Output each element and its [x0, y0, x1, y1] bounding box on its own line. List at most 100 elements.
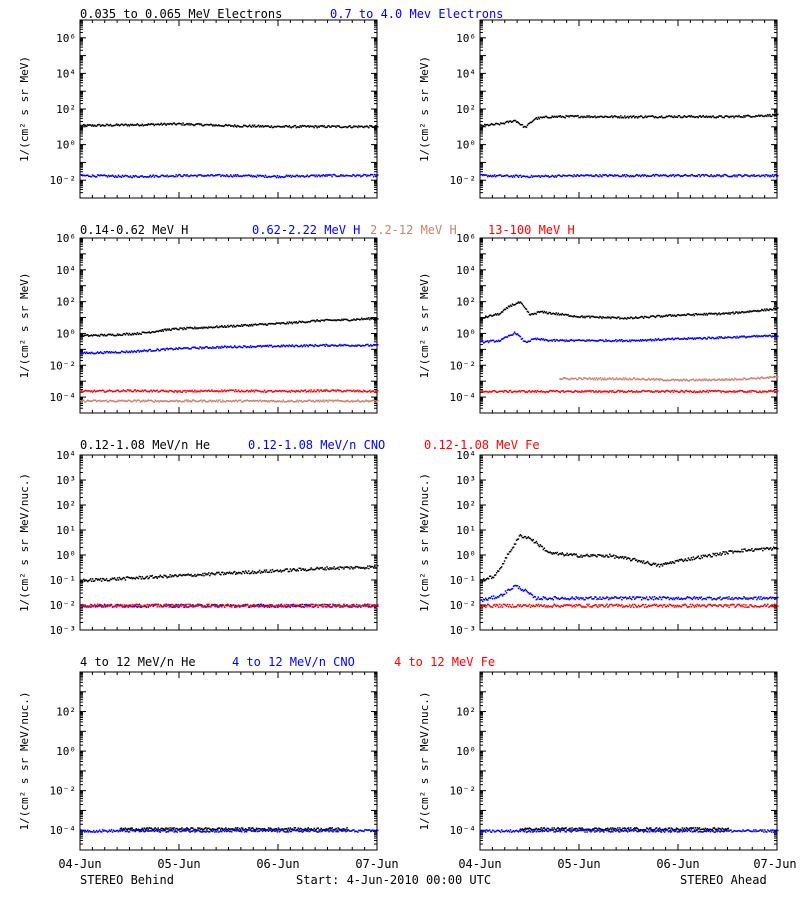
data-point	[725, 337, 727, 339]
data-point	[80, 334, 82, 337]
data-point	[338, 319, 340, 321]
data-point	[606, 175, 608, 177]
data-point	[762, 115, 764, 118]
data-point	[134, 350, 137, 353]
data-point	[261, 323, 264, 325]
data-point	[173, 175, 175, 178]
data-point	[320, 319, 322, 321]
data-point	[207, 573, 209, 576]
data-point	[525, 391, 528, 393]
data-point	[611, 316, 613, 318]
data-point	[108, 389, 111, 391]
data-point	[487, 123, 489, 126]
data-point	[229, 325, 231, 328]
data-point	[298, 345, 300, 348]
data-point	[631, 378, 634, 381]
data-point	[774, 376, 776, 379]
data-point	[83, 578, 85, 581]
data-point	[101, 400, 104, 402]
data-point	[773, 376, 775, 378]
data-point	[232, 389, 234, 391]
data-point	[685, 116, 688, 118]
data-point	[558, 391, 560, 393]
data-point	[244, 323, 247, 326]
data-point	[233, 389, 235, 391]
data-point	[581, 339, 583, 342]
data-point	[758, 114, 760, 116]
data-point	[272, 175, 275, 177]
data-point	[563, 377, 565, 379]
data-point	[729, 379, 731, 381]
data-point	[373, 175, 375, 178]
data-point	[603, 340, 605, 343]
data-point	[712, 312, 714, 315]
data-point	[777, 307, 779, 309]
data-point	[775, 375, 777, 378]
data-point	[720, 313, 722, 315]
data-point	[594, 391, 596, 393]
data-point	[737, 312, 739, 315]
data-point	[680, 116, 683, 119]
data-point	[260, 175, 263, 177]
data-point	[610, 378, 613, 380]
data-point	[264, 125, 267, 127]
data-point	[618, 340, 620, 342]
data-point	[163, 175, 165, 178]
data-point	[212, 174, 214, 177]
data-point	[157, 123, 159, 125]
data-point	[699, 115, 701, 117]
data-point	[601, 317, 603, 320]
data-point	[642, 389, 645, 392]
data-point	[232, 400, 234, 402]
data-point	[539, 339, 542, 341]
data-point	[763, 309, 765, 312]
data-point	[193, 124, 195, 127]
data-point	[293, 125, 296, 127]
data-point	[216, 174, 218, 177]
data-point	[753, 377, 755, 380]
data-point	[542, 116, 545, 118]
data-point	[292, 126, 295, 128]
data-point	[192, 346, 194, 348]
data-point	[693, 175, 696, 177]
data-point	[493, 314, 496, 316]
data-point	[697, 116, 699, 119]
data-point	[305, 400, 307, 402]
data-point	[627, 175, 629, 177]
data-point	[615, 391, 617, 393]
data-point	[613, 115, 615, 118]
data-point	[173, 391, 175, 393]
data-point	[630, 390, 632, 393]
data-point	[80, 353, 82, 355]
data-point	[371, 345, 373, 347]
data-point	[547, 391, 549, 393]
data-point	[685, 338, 688, 340]
data-point	[567, 313, 569, 316]
data-point	[705, 115, 707, 117]
data-point	[523, 125, 526, 128]
data-point	[756, 174, 758, 177]
data-point	[606, 377, 609, 380]
data-point	[705, 312, 707, 315]
data-point	[174, 175, 176, 178]
data-point	[262, 345, 265, 347]
data-point	[774, 114, 776, 117]
data-point	[183, 124, 185, 126]
data-point	[171, 328, 173, 330]
data-point	[183, 400, 185, 403]
data-point	[246, 389, 249, 392]
data-point	[540, 390, 543, 392]
data-point	[142, 390, 145, 393]
data-point	[767, 335, 769, 338]
data-point	[263, 323, 266, 326]
data-point	[331, 175, 333, 178]
data-point	[586, 339, 588, 341]
data-point	[133, 399, 136, 401]
data-point	[580, 174, 582, 176]
data-point	[679, 314, 682, 317]
data-point	[524, 391, 527, 393]
data-point	[212, 399, 214, 402]
data-point	[589, 174, 591, 177]
data-point	[134, 174, 137, 177]
data-point	[726, 378, 728, 381]
